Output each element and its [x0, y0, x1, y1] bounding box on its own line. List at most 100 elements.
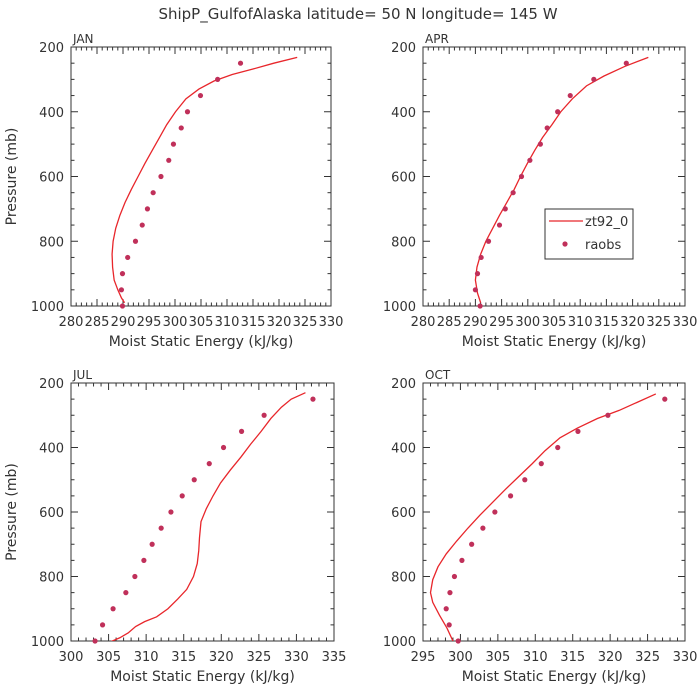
- data-point-raobs: [144, 206, 151, 212]
- y-tick-label: 1000: [383, 300, 416, 315]
- series-line-zt92-0: [429, 393, 657, 641]
- data-point-raobs: [170, 141, 177, 147]
- y-tick-label: 200: [39, 377, 64, 392]
- data-point-raobs: [522, 477, 528, 483]
- data-point-raobs: [119, 271, 126, 277]
- x-tick-label: 300: [59, 650, 84, 665]
- data-point-raobs: [149, 541, 155, 547]
- x-tick-label: 295: [137, 315, 162, 330]
- legend: zt92_0 raobs: [544, 208, 634, 260]
- legend-point-swatch: [562, 241, 568, 247]
- y-tick-label: 1000: [31, 300, 64, 315]
- plot-frame: [422, 382, 686, 642]
- data-point-raobs: [197, 92, 204, 99]
- y-axis-label: Pressure (mb): [4, 128, 20, 226]
- y-tick-label: 800: [39, 235, 64, 250]
- x-tick-label: 280: [411, 315, 436, 330]
- data-point-raobs: [623, 60, 629, 66]
- x-tick-label: 320: [267, 315, 292, 330]
- x-tick-label: 305: [485, 650, 510, 665]
- x-tick-label: 325: [293, 315, 318, 330]
- chart-panel-oct: OCT 295 300 305 310 315 320 325 330 200 400 600 800 1…: [383, 368, 698, 685]
- data-point-raobs: [474, 271, 481, 277]
- y-tick-label: 800: [391, 571, 416, 586]
- y-tick-label: 600: [391, 506, 416, 521]
- x-tick-label: 315: [594, 315, 619, 330]
- data-point-raobs: [496, 222, 503, 228]
- data-point-raobs: [472, 287, 478, 293]
- data-point-raobs: [662, 396, 668, 402]
- x-tick-label: 325: [635, 650, 660, 665]
- x-tick-label: 330: [284, 650, 309, 665]
- x-axis-label: Moist Static Energy (kJ/kg): [109, 334, 294, 350]
- x-tick-label: 310: [568, 315, 593, 330]
- x-tick-label: 285: [85, 315, 110, 330]
- data-point-raobs: [510, 190, 516, 196]
- data-point-raobs: [158, 525, 164, 531]
- plot-frame: [422, 46, 686, 307]
- legend-point-label: raobs: [585, 238, 622, 253]
- plot-frame: [70, 382, 335, 642]
- data-point-raobs: [110, 606, 116, 612]
- data-point-raobs: [478, 254, 484, 261]
- data-point-raobs: [310, 396, 316, 402]
- data-point-raobs: [178, 125, 184, 131]
- data-point-raobs: [555, 109, 561, 115]
- x-tick-label: 305: [96, 650, 121, 665]
- plot-frame: [70, 46, 332, 307]
- data-point-raobs: [538, 461, 544, 467]
- x-tick-label: 310: [134, 650, 159, 665]
- x-tick-label: 300: [515, 315, 540, 330]
- x-axis-label: Moist Static Energy (kJ/kg): [462, 334, 647, 350]
- data-point-raobs: [502, 206, 508, 212]
- data-point-raobs: [206, 461, 212, 467]
- data-point-raobs: [118, 287, 125, 293]
- x-tick-label: 315: [560, 650, 585, 665]
- data-point-raobs: [238, 428, 245, 434]
- y-tick-label: 800: [391, 235, 416, 250]
- data-point-raobs: [184, 109, 191, 115]
- x-tick-label: 280: [59, 315, 84, 330]
- x-tick-label: 310: [215, 315, 240, 330]
- x-tick-label: 295: [411, 650, 436, 665]
- y-tick-label: 600: [39, 506, 64, 521]
- data-point-raobs: [507, 493, 514, 499]
- data-point-raobs: [477, 303, 483, 309]
- data-point-raobs: [455, 638, 461, 644]
- panel-label: OCT: [425, 368, 451, 382]
- data-point-raobs: [139, 222, 145, 228]
- panel-label: JUL: [72, 368, 92, 382]
- y-tick-label: 1000: [383, 635, 416, 650]
- x-tick-label: 330: [673, 650, 698, 665]
- x-tick-label: 305: [542, 315, 567, 330]
- y-tick-label: 600: [39, 171, 64, 186]
- x-tick-label: 300: [448, 650, 473, 665]
- x-tick-label: 290: [463, 315, 488, 330]
- x-tick-label: 315: [241, 315, 266, 330]
- data-point-raobs: [527, 157, 533, 163]
- legend-box: [544, 208, 634, 260]
- data-point-raobs: [150, 190, 156, 196]
- series-line-zt92-0: [110, 392, 306, 641]
- data-point-raobs: [220, 444, 227, 451]
- data-point-raobs: [443, 606, 449, 612]
- data-point-raobs: [99, 622, 106, 628]
- y-tick-label: 800: [39, 571, 64, 586]
- x-tick-label: 335: [322, 650, 347, 665]
- x-tick-label: 330: [673, 315, 698, 330]
- x-tick-label: 330: [319, 315, 344, 330]
- y-tick-label: 400: [39, 106, 64, 121]
- x-tick-label: 295: [489, 315, 514, 330]
- x-tick-label: 315: [171, 650, 196, 665]
- data-point-raobs: [125, 254, 131, 261]
- y-tick-label: 600: [391, 171, 416, 186]
- data-point-raobs: [567, 92, 573, 99]
- x-tick-label: 305: [189, 315, 214, 330]
- data-point-raobs: [480, 525, 486, 531]
- series-line-zt92-0: [474, 56, 649, 303]
- chart-panel-apr: APR 280 285 290 295 300 305 310 315 320 325 330 200 4…: [383, 32, 698, 350]
- x-tick-label: 320: [209, 650, 234, 665]
- data-point-raobs: [92, 638, 98, 644]
- y-axis-label: Pressure (mb): [4, 463, 20, 561]
